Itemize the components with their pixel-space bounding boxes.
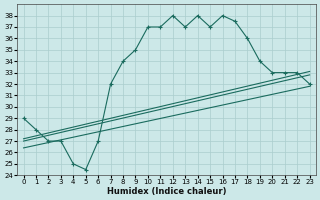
X-axis label: Humidex (Indice chaleur): Humidex (Indice chaleur) xyxy=(107,187,226,196)
